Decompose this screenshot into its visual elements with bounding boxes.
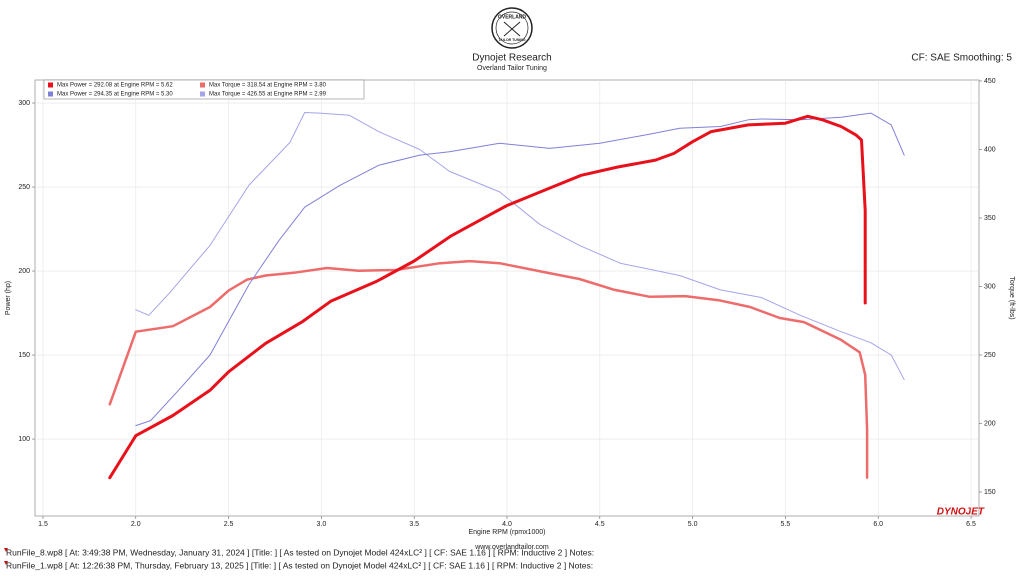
legend-swatch <box>200 82 205 88</box>
brand: DYNOJET <box>937 507 985 518</box>
logo-ring <box>495 11 529 45</box>
logo-text: TAILOR TUNING <box>498 38 525 42</box>
x-tick-label: 4.5 <box>595 521 605 528</box>
legend-label: Max Power = 292.08 at Engine RPM = 5.62 <box>57 83 173 89</box>
logo-text: OVERLAND <box>498 14 526 20</box>
run-icon <box>4 548 8 552</box>
x-tick-label: 6.5 <box>966 521 976 528</box>
run-icon <box>4 561 8 565</box>
y2-tick-label: 200 <box>984 420 996 427</box>
y2-tick-label: 150 <box>984 489 996 496</box>
y-axis-label: Power (hp) <box>5 281 12 315</box>
website: www.overlandtailor.com <box>474 544 549 551</box>
legend-swatch <box>48 82 53 88</box>
x-tick-label: 2.0 <box>131 521 141 528</box>
series-line <box>108 114 867 480</box>
y-tick-label: 250 <box>18 184 30 191</box>
x-tick-label: 1.5 <box>38 521 48 528</box>
y-tick-label: 200 <box>18 268 30 275</box>
legend-label: Max Torque = 318.54 at Engine RPM = 3.80 <box>209 83 327 89</box>
legend <box>43 79 365 100</box>
subtitle: Overland Tailor Tuning <box>477 65 547 72</box>
series-line <box>135 112 905 427</box>
x-tick-label: 5.0 <box>688 521 698 528</box>
y2-tick-label: 450 <box>984 78 996 85</box>
y2-axis-label: Torque (ft-lbs) <box>1008 276 1015 319</box>
series-line <box>135 112 905 381</box>
run-info: RunFile_8.wp8 [ At: 3:49:38 PM, Wednesda… <box>6 547 594 557</box>
y-tick-label: 300 <box>18 100 30 107</box>
legend-swatch <box>48 91 53 97</box>
legend-swatch <box>200 91 205 97</box>
x-tick-label: 3.0 <box>317 521 327 528</box>
title: Dynojet Research <box>472 53 551 64</box>
legend-label: Max Torque = 426.55 at Engine RPM = 2.99 <box>209 92 327 98</box>
run-info: RunFile_1.wp8 [ At: 12:26:38 PM, Thursda… <box>6 560 593 570</box>
logo-cross <box>503 21 521 37</box>
x-tick-label: 3.5 <box>409 521 419 528</box>
y-tick-label: 150 <box>18 352 30 359</box>
x-axis-label: Engine RPM (rpmx1000) <box>468 529 545 536</box>
y2-tick-label: 400 <box>984 146 996 153</box>
y-tick-label: 100 <box>18 436 30 443</box>
y2-tick-label: 350 <box>984 215 996 222</box>
legend-label: Max Power = 294.35 at Engine RPM = 5.30 <box>57 92 173 98</box>
series-line <box>108 259 869 479</box>
y2-tick-label: 250 <box>984 352 996 359</box>
x-tick-label: 5.5 <box>781 521 791 528</box>
x-tick-label: 4.0 <box>502 521 512 528</box>
settings: CF: SAE Smoothing: 5 <box>911 53 1012 64</box>
x-tick-label: 2.5 <box>224 521 234 528</box>
x-tick-label: 6.0 <box>873 521 883 528</box>
y2-tick-label: 300 <box>984 283 996 290</box>
logo-ring <box>491 7 533 49</box>
